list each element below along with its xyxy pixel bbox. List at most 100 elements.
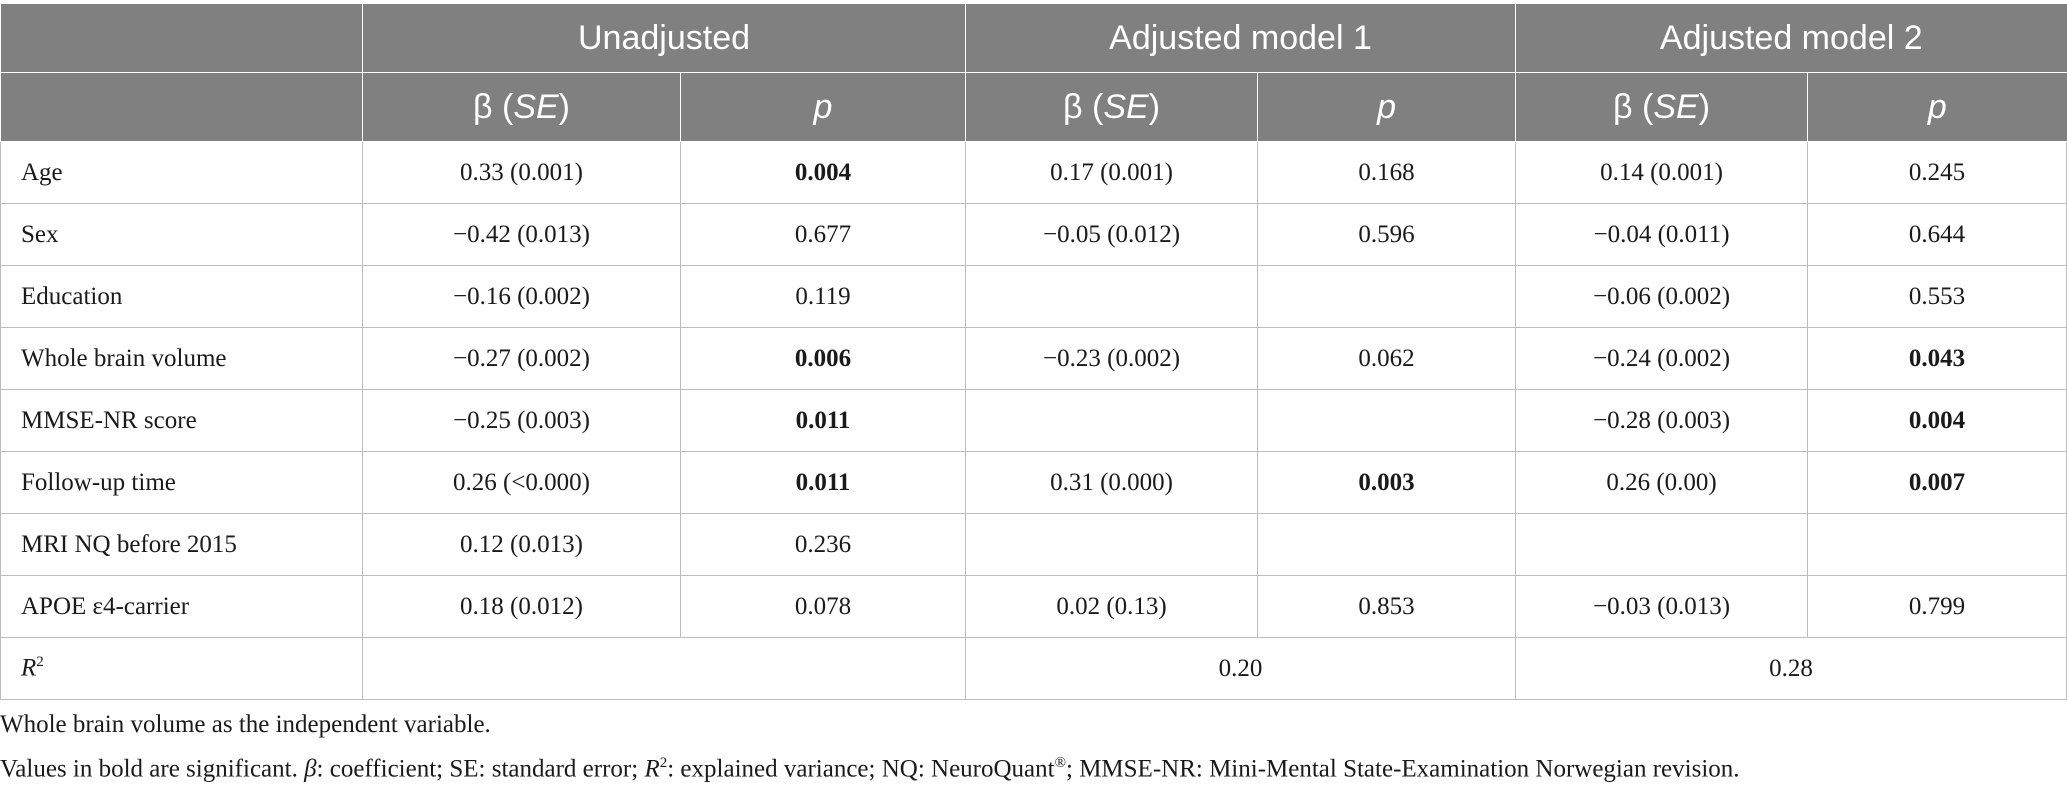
model2-beta [1515,513,1809,576]
r-squared-unadjusted [361,637,967,700]
model2-p: 0.004 [1807,389,2067,452]
model2-p: 0.007 [1807,451,2067,514]
header-adjusted-model-1: Adjusted model 1 [965,4,1516,73]
model1-beta [965,265,1259,328]
model2-beta: −0.04 (0.011) [1515,203,1809,266]
model1-beta: 0.31 (0.000) [965,451,1259,514]
se-label: SE [1103,87,1149,126]
se-label: SE [513,87,559,126]
r-exponent: 2 [36,654,44,671]
model1-p [1257,389,1517,452]
row-label: APOE ε4-carrier [0,575,363,638]
row-label: Whole brain volume [0,327,363,390]
model2-beta: 0.26 (0.00) [1515,451,1809,514]
model1-beta: 0.02 (0.13) [965,575,1259,638]
table-row: Whole brain volume −0.27 (0.002) 0.006 −… [0,327,2067,390]
model1-p: 0.003 [1257,451,1517,514]
model1-p [1257,513,1517,576]
model1-beta [965,389,1259,452]
model2-p: 0.644 [1807,203,2067,266]
table-row: APOE ε4-carrier 0.18 (0.012) 0.078 0.02 … [0,575,2067,638]
unadjusted-beta: 0.33 (0.001) [362,141,681,204]
footnote-registered: ® [1054,755,1066,771]
unadjusted-beta: −0.16 (0.002) [362,265,681,328]
model2-beta: −0.28 (0.003) [1515,389,1809,452]
model1-p: 0.168 [1257,141,1517,204]
footnote-line-2: Values in bold are significant. β: coeff… [0,744,1740,788]
unadjusted-p: 0.677 [679,203,967,266]
r-squared-row: R2 0.20 0.28 [0,637,2067,700]
model1-p: 0.853 [1257,575,1517,638]
table-body: Age 0.33 (0.001) 0.004 0.17 (0.001) 0.16… [0,141,2067,700]
table-header: Unadjusted Adjusted model 1 Adjusted mod… [0,4,2067,142]
unadjusted-p: 0.078 [679,575,967,638]
subheader-p: p [1807,72,2067,142]
subheader-beta-se: β (SE) [362,72,681,142]
footnote-r: R [644,755,660,783]
regression-table: Unadjusted Adjusted model 1 Adjusted mod… [0,4,2067,700]
row-label: Sex [0,203,363,266]
row-label: Follow-up time [0,451,363,514]
unadjusted-beta: 0.18 (0.012) [362,575,681,638]
model1-beta: −0.23 (0.002) [965,327,1259,390]
unadjusted-p: 0.236 [679,513,967,576]
footnote-text: : explained variance; NQ: NeuroQuant [667,755,1055,783]
model1-beta [965,513,1259,576]
footnote-text: : coefficient; SE: standard error; [316,755,645,783]
table-row: Age 0.33 (0.001) 0.004 0.17 (0.001) 0.16… [0,141,2067,204]
model2-p: 0.553 [1807,265,2067,328]
model2-beta: 0.14 (0.001) [1515,141,1809,204]
r-squared-label: R2 [0,637,363,700]
footnote-line-1: Whole brain volume as the independent va… [0,711,491,738]
model2-beta: −0.24 (0.002) [1515,327,1809,390]
table-footnotes: Whole brain volume as the independent va… [0,706,1740,788]
unadjusted-p: 0.119 [679,265,967,328]
subheader-beta-se: β (SE) [965,72,1258,142]
r-squared-model2: 0.28 [1515,637,2067,700]
unadjusted-beta: −0.42 (0.013) [362,203,681,266]
table-row: Follow-up time 0.26 (<0.000) 0.011 0.31 … [0,451,2067,514]
r-letter: R [21,654,37,682]
header-unadjusted: Unadjusted [361,4,966,73]
close-paren: ) [1698,87,1711,126]
close-paren: ) [558,87,570,126]
unadjusted-p: 0.011 [679,389,967,452]
beta-label: β ( [1613,87,1654,126]
footnote-text: Values in bold are significant. [0,755,305,783]
subheader-beta-se: β (SE) [1515,72,1808,142]
model2-p: 0.245 [1807,141,2067,204]
model2-beta: −0.06 (0.002) [1515,265,1809,328]
model1-beta: 0.17 (0.001) [965,141,1259,204]
unadjusted-beta: 0.26 (<0.000) [362,451,681,514]
model1-p: 0.062 [1257,327,1517,390]
model2-p [1807,513,2067,576]
row-label: Age [0,141,363,204]
r-squared-model1: 0.20 [965,637,1517,700]
model2-p: 0.799 [1807,575,2067,638]
footnote-r-sup: 2 [659,755,668,771]
footnote-beta: β [304,755,317,783]
table-row: Education −0.16 (0.002) 0.119 −0.06 (0.0… [0,265,2067,328]
row-label: Education [0,265,363,328]
unadjusted-p: 0.006 [679,327,967,390]
model1-beta: −0.05 (0.012) [965,203,1259,266]
unadjusted-beta: −0.27 (0.002) [362,327,681,390]
table-row: MMSE-NR score −0.25 (0.003) 0.011 −0.28 … [0,389,2067,452]
model2-beta: −0.03 (0.013) [1515,575,1809,638]
unadjusted-p: 0.011 [679,451,967,514]
model1-p [1257,265,1517,328]
subheader-p: p [679,72,966,142]
row-label: MMSE-NR score [0,389,363,452]
table-row: MRI NQ before 2015 0.12 (0.013) 0.236 [0,513,2067,576]
header-adjusted-model-2: Adjusted model 2 [1515,4,2067,73]
unadjusted-beta: 0.12 (0.013) [362,513,681,576]
subheader-p: p [1257,72,1516,142]
beta-label: β ( [1063,87,1104,126]
table-row: Sex −0.42 (0.013) 0.677 −0.05 (0.012) 0.… [0,203,2067,266]
close-paren: ) [1148,87,1161,126]
unadjusted-p: 0.004 [679,141,967,204]
footnote-text: ; MMSE-NR: Mini-Mental State-Examination… [1066,755,1740,783]
row-label: MRI NQ before 2015 [0,513,363,576]
header-empty-cell [0,4,363,73]
unadjusted-beta: −0.25 (0.003) [362,389,681,452]
